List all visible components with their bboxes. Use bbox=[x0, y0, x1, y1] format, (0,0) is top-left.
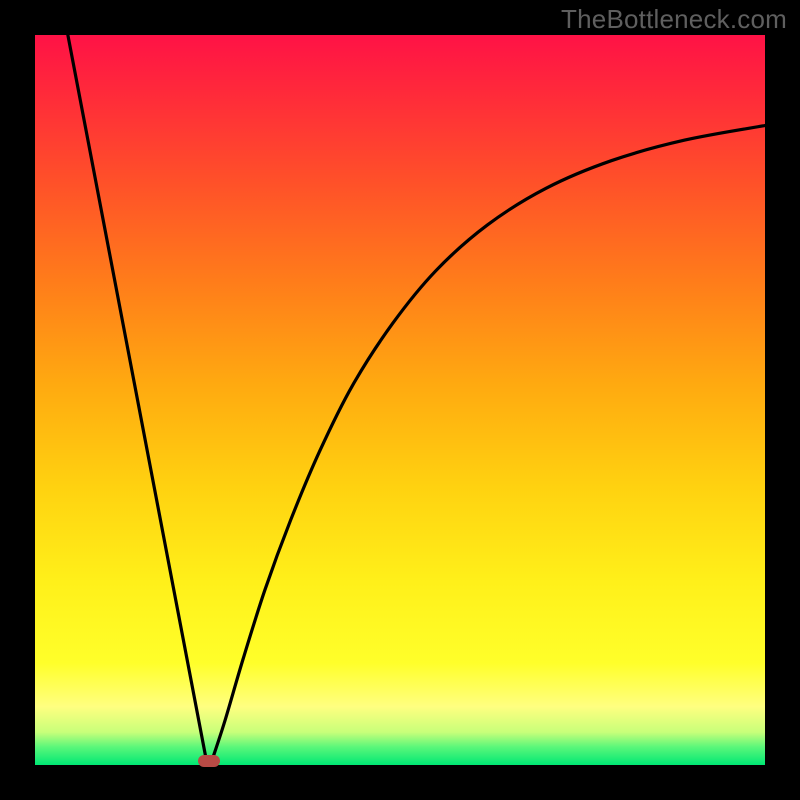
minimum-marker bbox=[198, 755, 220, 767]
chart-frame: TheBottleneck.com bbox=[0, 0, 800, 800]
plot-area bbox=[35, 35, 765, 765]
watermark-text: TheBottleneck.com bbox=[561, 4, 787, 35]
plot-svg bbox=[35, 35, 765, 765]
